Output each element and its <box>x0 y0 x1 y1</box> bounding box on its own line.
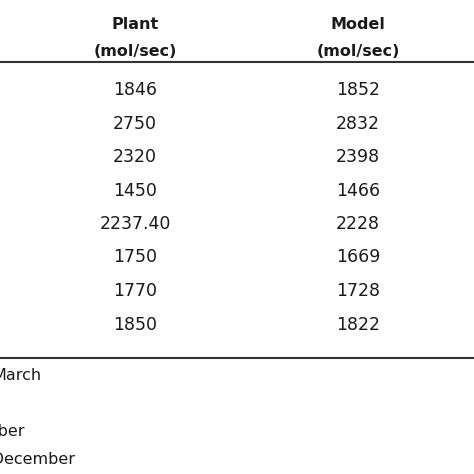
Text: 1770: 1770 <box>113 282 157 300</box>
Text: (mol/sec): (mol/sec) <box>93 44 177 59</box>
Text: 1466: 1466 <box>336 182 380 200</box>
Text: 1850: 1850 <box>113 316 157 334</box>
Text: 1728: 1728 <box>336 282 380 300</box>
Text: 1846: 1846 <box>113 81 157 99</box>
Text: 1750: 1750 <box>113 248 157 266</box>
Text: 2320: 2320 <box>113 148 157 166</box>
Text: 2228: 2228 <box>336 215 380 233</box>
Text: 1852: 1852 <box>336 81 380 99</box>
Text: 2750: 2750 <box>113 115 157 133</box>
Text: 1669: 1669 <box>336 248 380 266</box>
Text: 2398: 2398 <box>336 148 380 166</box>
Text: 2237.40: 2237.40 <box>100 215 171 233</box>
Text: 2832: 2832 <box>336 115 380 133</box>
Text: 1450: 1450 <box>113 182 157 200</box>
Text: (mol/sec): (mol/sec) <box>316 44 400 59</box>
Text: Model: Model <box>330 17 385 32</box>
Text: Plant: Plant <box>111 17 159 32</box>
Text: March: March <box>0 367 41 383</box>
Text: l December: l December <box>0 452 75 466</box>
Text: 1822: 1822 <box>336 316 380 334</box>
Text: mber: mber <box>0 423 25 438</box>
